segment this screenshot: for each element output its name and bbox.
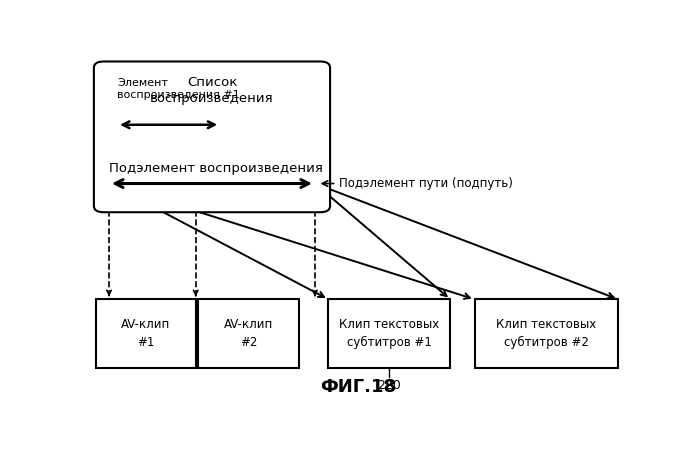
Bar	[475, 299, 618, 369]
Bar	[96, 299, 196, 369]
Text: AV-клип
#2: AV-клип #2	[224, 318, 273, 349]
Text: Список
воспроизведения: Список воспроизведения	[150, 76, 274, 106]
Text: Элемент
воспроизведения #1: Элемент воспроизведения #1	[117, 78, 240, 100]
Text: Клип текстовых
субтитров #2: Клип текстовых субтитров #2	[496, 318, 597, 349]
Text: Подэлемент воспроизведения: Подэлемент воспроизведения	[109, 162, 323, 175]
Text: Клип текстовых
субтитров #1: Клип текстовых субтитров #1	[339, 318, 440, 349]
Text: Подэлемент пути (подпуть): Подэлемент пути (подпуть)	[339, 177, 513, 190]
Text: AV-клип
#1: AV-клип #1	[121, 318, 171, 349]
Text: ФИГ.18: ФИГ.18	[320, 378, 396, 396]
Bar	[199, 299, 298, 369]
Bar	[329, 299, 450, 369]
FancyBboxPatch shape	[94, 62, 330, 212]
Text: 220: 220	[377, 379, 401, 392]
